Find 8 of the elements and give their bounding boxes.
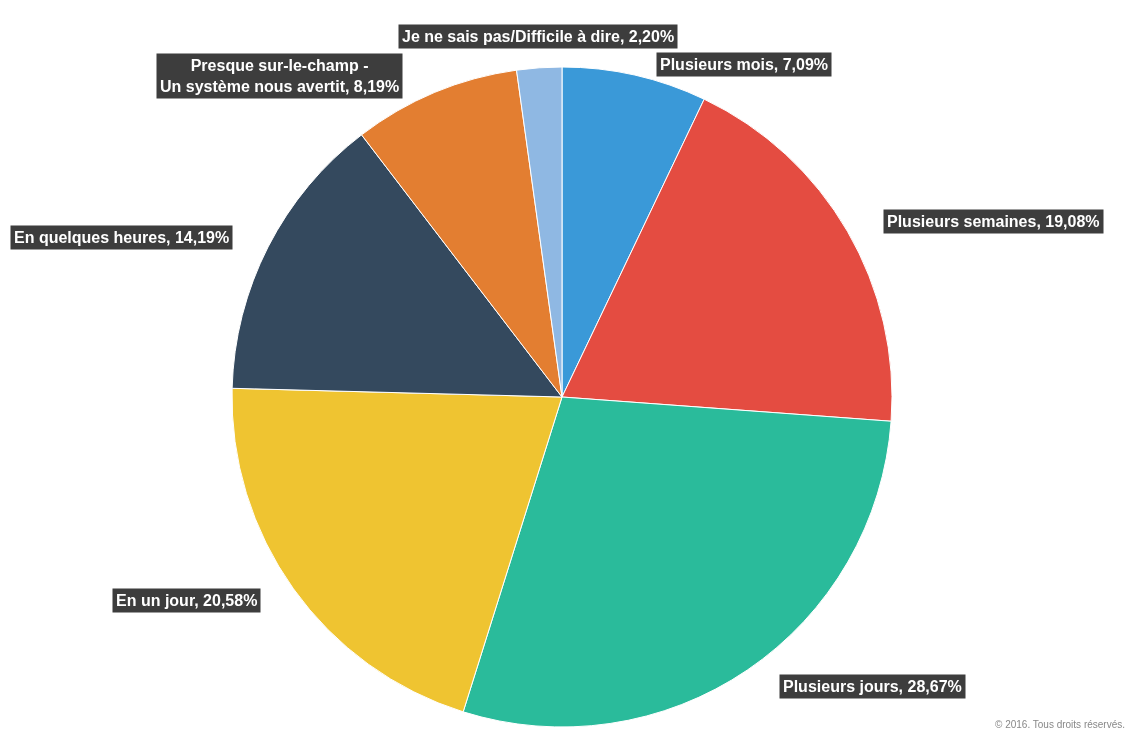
slice-label: Plusieurs mois, 7,09% <box>660 56 829 73</box>
slice-label: Plusieurs jours, 28,67% <box>783 678 962 695</box>
slice-label: Plusieurs semaines, 19,08% <box>887 213 1100 230</box>
slice-label: En un jour, 20,58% <box>116 592 258 609</box>
slice-label: Je ne sais pas/Difficile à dire, 2,20% <box>402 28 675 45</box>
text: © 2016. Tous droits réservés. <box>995 719 1126 730</box>
slice-label: En quelques heures, 14,19% <box>14 229 230 246</box>
slice-label: Presque sur-le-champ - Un système nous avertit, 8,19% <box>160 57 400 95</box>
